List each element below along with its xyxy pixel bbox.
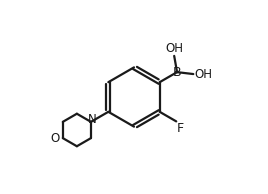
Text: OH: OH — [165, 42, 183, 55]
Text: N: N — [88, 113, 96, 126]
Text: OH: OH — [194, 68, 212, 81]
Text: B: B — [173, 66, 181, 79]
Text: O: O — [50, 132, 59, 145]
Text: F: F — [177, 122, 184, 135]
